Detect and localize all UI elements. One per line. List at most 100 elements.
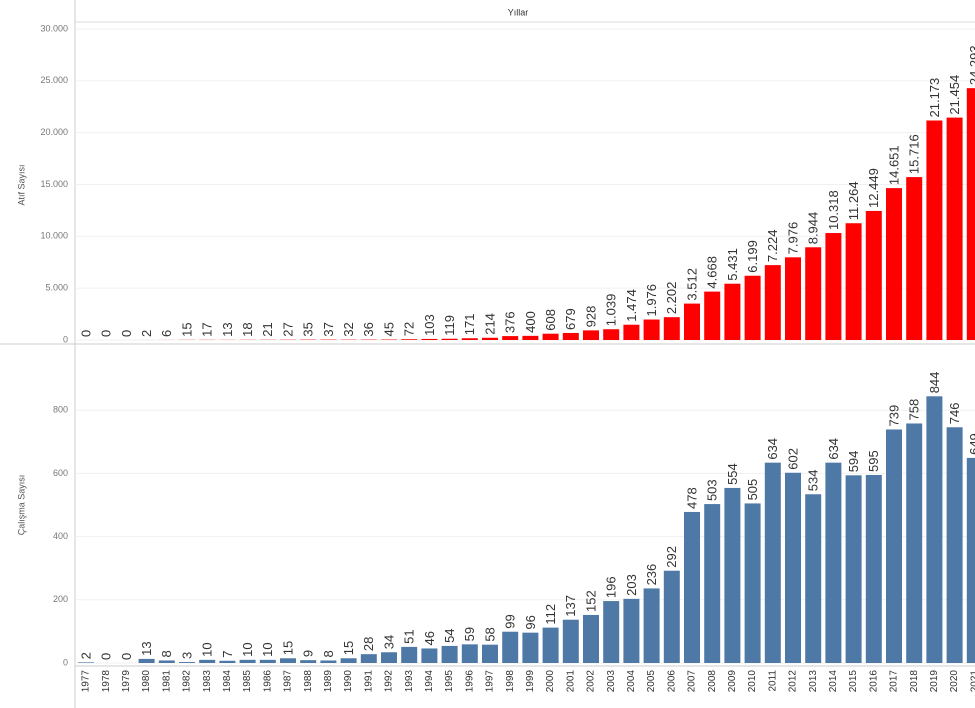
x-tick-label: 2014 xyxy=(828,670,839,693)
data-label: 2 xyxy=(78,652,93,659)
y-tick-label: 20.000 xyxy=(40,127,68,137)
bar xyxy=(441,645,458,663)
x-tick-label: 2017 xyxy=(889,670,900,693)
y-tick-label: 200 xyxy=(53,594,68,604)
bar xyxy=(845,223,862,340)
bar xyxy=(704,291,721,340)
data-label: 758 xyxy=(907,399,922,421)
bar xyxy=(280,658,296,663)
data-label: 554 xyxy=(725,463,740,485)
bar xyxy=(623,598,640,663)
data-label: 152 xyxy=(583,590,598,612)
x-tick-label: 1993 xyxy=(404,670,415,693)
bar xyxy=(381,652,397,663)
data-label: 2.202 xyxy=(664,282,679,315)
data-label: 7.224 xyxy=(765,230,780,263)
data-label: 4.668 xyxy=(705,256,720,289)
x-axis-title: Yıllar xyxy=(508,7,529,17)
data-label: 7.976 xyxy=(785,222,800,255)
data-label: 15 xyxy=(280,641,295,655)
bar xyxy=(259,659,276,663)
data-label: 14.651 xyxy=(886,145,901,185)
y-axis-title: Atıf Sayısı xyxy=(16,164,26,205)
data-label: 15 xyxy=(341,641,356,655)
bar xyxy=(906,177,923,340)
bar xyxy=(684,511,700,663)
x-tick-label: 1990 xyxy=(343,670,354,693)
data-label: 2 xyxy=(139,330,154,337)
bar xyxy=(300,660,317,663)
bar xyxy=(704,504,721,663)
y-tick-label: 0 xyxy=(63,334,68,344)
data-label: 21.454 xyxy=(947,75,962,115)
bar xyxy=(805,247,822,340)
data-label: 13 xyxy=(220,322,235,336)
bar xyxy=(825,233,842,340)
bar xyxy=(845,475,862,663)
bar xyxy=(724,283,741,340)
y-tick-label: 400 xyxy=(53,531,68,541)
data-label: 0 xyxy=(119,330,134,337)
bar xyxy=(542,333,559,340)
data-label: 746 xyxy=(947,403,962,425)
x-tick-label: 2002 xyxy=(586,670,597,693)
bar xyxy=(744,503,761,663)
data-label: 112 xyxy=(543,604,558,625)
bar xyxy=(583,614,599,663)
data-label: 36 xyxy=(361,322,376,336)
bar xyxy=(199,659,216,663)
bar xyxy=(78,662,94,663)
data-label: 21.173 xyxy=(927,78,942,118)
y-tick-label: 10.000 xyxy=(40,231,68,241)
bar xyxy=(138,658,155,663)
data-label: 15 xyxy=(179,322,194,336)
data-label: 28 xyxy=(361,637,376,651)
x-tick-label: 1980 xyxy=(141,670,152,693)
data-label: 214 xyxy=(482,313,497,335)
data-label: 13 xyxy=(139,641,154,655)
data-label: 27 xyxy=(280,322,295,336)
data-label: 137 xyxy=(563,595,578,617)
bar xyxy=(663,570,680,663)
bar xyxy=(158,660,175,663)
data-label: 103 xyxy=(422,314,437,336)
data-label: 51 xyxy=(402,629,417,643)
bar xyxy=(522,335,539,340)
data-label: 21 xyxy=(260,322,275,336)
x-tick-label: 2010 xyxy=(747,670,758,693)
bar xyxy=(886,188,902,340)
data-label: 99 xyxy=(503,614,518,628)
bar xyxy=(623,324,640,340)
x-tick-label: 1991 xyxy=(363,670,374,693)
bar xyxy=(461,644,478,663)
data-label: 0 xyxy=(99,330,114,337)
data-label: 32 xyxy=(341,322,356,336)
data-label: 34 xyxy=(381,635,396,649)
bar xyxy=(643,588,660,663)
data-label: 72 xyxy=(402,322,417,336)
bar xyxy=(906,423,923,663)
y-tick-label: 15.000 xyxy=(40,179,68,189)
data-label: 46 xyxy=(422,631,437,645)
x-tick-label: 2009 xyxy=(727,670,738,693)
x-tick-label: 1994 xyxy=(424,670,435,693)
bar xyxy=(401,339,418,340)
x-tick-label: 1998 xyxy=(505,670,516,693)
data-label: 8 xyxy=(159,650,174,657)
data-label: 844 xyxy=(927,372,942,394)
bar xyxy=(583,330,599,340)
data-label: 35 xyxy=(301,322,316,336)
data-label: 6.199 xyxy=(745,240,760,273)
x-tick-label: 2004 xyxy=(626,670,637,693)
bar xyxy=(421,338,438,340)
data-label: 10 xyxy=(200,642,215,656)
x-tick-label: 2018 xyxy=(909,670,920,693)
data-label: 37 xyxy=(321,322,336,336)
data-label: 739 xyxy=(886,405,901,427)
bar xyxy=(825,462,842,663)
data-label: 505 xyxy=(745,479,760,501)
x-tick-label: 2011 xyxy=(767,670,778,692)
x-tick-label: 2007 xyxy=(687,670,698,693)
x-tick-label: 1989 xyxy=(323,670,334,693)
data-label: 595 xyxy=(866,450,881,472)
